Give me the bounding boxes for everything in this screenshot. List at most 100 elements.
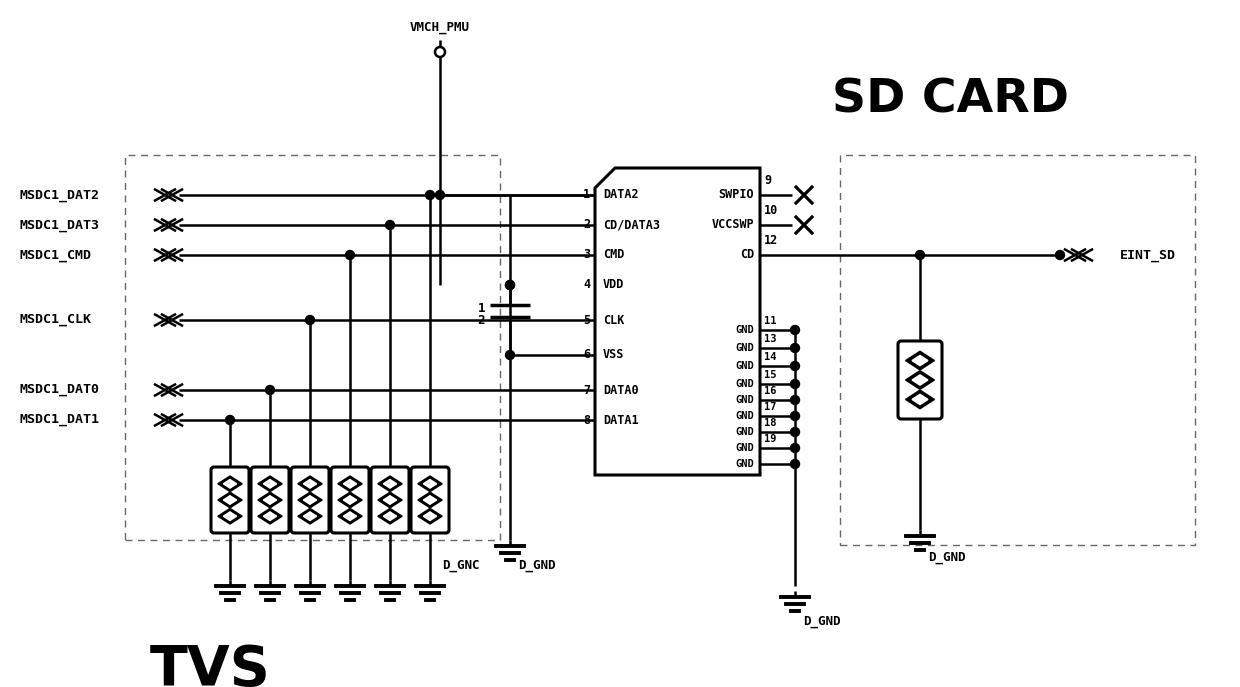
Text: MSDC1_DAT0: MSDC1_DAT0 (20, 383, 100, 396)
Text: MSDC1_DAT2: MSDC1_DAT2 (20, 188, 100, 201)
Circle shape (791, 361, 800, 370)
Polygon shape (423, 496, 436, 504)
Polygon shape (378, 508, 402, 524)
Text: VSS: VSS (603, 348, 625, 361)
Bar (125, 155, 500, 540)
Text: D_GND: D_GND (928, 552, 966, 565)
Polygon shape (423, 512, 436, 521)
Text: GND: GND (735, 395, 754, 405)
Bar (839, 155, 1195, 545)
FancyBboxPatch shape (410, 467, 449, 533)
Polygon shape (383, 496, 397, 504)
Text: 16: 16 (764, 386, 776, 396)
Circle shape (305, 315, 315, 324)
Text: VDD: VDD (603, 278, 625, 291)
Polygon shape (423, 480, 436, 488)
Polygon shape (913, 355, 928, 365)
Text: 4: 4 (583, 278, 590, 291)
Polygon shape (298, 492, 322, 508)
Text: SD CARD: SD CARD (832, 78, 1069, 122)
Circle shape (346, 251, 355, 260)
Polygon shape (298, 476, 322, 492)
Polygon shape (218, 476, 242, 492)
Text: 19: 19 (764, 434, 776, 444)
Circle shape (791, 427, 800, 436)
Polygon shape (418, 492, 443, 508)
Text: EINT_SD: EINT_SD (1120, 249, 1176, 262)
Polygon shape (337, 508, 362, 524)
Text: CD/DATA3: CD/DATA3 (603, 218, 660, 232)
FancyBboxPatch shape (291, 467, 329, 533)
Polygon shape (223, 496, 237, 504)
Text: 9: 9 (764, 174, 771, 188)
Text: 17: 17 (764, 402, 776, 412)
Polygon shape (218, 492, 242, 508)
Text: CD: CD (740, 249, 754, 262)
Text: GND: GND (735, 459, 754, 469)
Polygon shape (383, 480, 397, 488)
Text: 10: 10 (764, 205, 779, 218)
Text: GND: GND (735, 361, 754, 371)
Circle shape (791, 444, 800, 453)
Polygon shape (418, 508, 443, 524)
Circle shape (506, 280, 515, 289)
Text: DATA2: DATA2 (603, 188, 639, 201)
Text: 7: 7 (583, 383, 590, 396)
Polygon shape (258, 492, 283, 508)
Text: 8: 8 (583, 414, 590, 427)
Polygon shape (223, 480, 237, 488)
Text: GND: GND (735, 343, 754, 353)
Text: MSDC1_DAT3: MSDC1_DAT3 (20, 218, 100, 232)
Text: CMD: CMD (603, 249, 625, 262)
Text: 6: 6 (583, 348, 590, 361)
Text: MSDC1_CMD: MSDC1_CMD (20, 249, 92, 262)
Polygon shape (304, 496, 316, 504)
Circle shape (1055, 251, 1064, 260)
Polygon shape (304, 480, 316, 488)
Polygon shape (223, 512, 237, 521)
Text: GND: GND (735, 379, 754, 389)
Polygon shape (383, 512, 397, 521)
Text: VMCH_PMU: VMCH_PMU (410, 21, 470, 34)
Polygon shape (418, 476, 443, 492)
Circle shape (791, 396, 800, 405)
Text: 2: 2 (583, 218, 590, 232)
Circle shape (506, 280, 515, 289)
Polygon shape (343, 512, 357, 521)
FancyBboxPatch shape (898, 341, 942, 419)
Polygon shape (913, 375, 928, 385)
Text: 13: 13 (764, 334, 776, 344)
Text: 14: 14 (764, 352, 776, 362)
Text: MSDC1_CLK: MSDC1_CLK (20, 313, 92, 326)
Text: D_GNC: D_GNC (443, 559, 480, 572)
Circle shape (435, 190, 444, 199)
Polygon shape (905, 371, 935, 390)
Circle shape (425, 190, 434, 199)
Text: D_GND: D_GND (518, 559, 556, 572)
Circle shape (265, 385, 274, 394)
Text: GND: GND (735, 411, 754, 421)
Text: GND: GND (735, 427, 754, 437)
Text: 5: 5 (583, 313, 590, 326)
Polygon shape (343, 496, 357, 504)
Text: 11: 11 (764, 316, 776, 326)
Polygon shape (298, 508, 322, 524)
Circle shape (791, 412, 800, 420)
FancyBboxPatch shape (331, 467, 370, 533)
Polygon shape (337, 492, 362, 508)
Polygon shape (263, 496, 277, 504)
Polygon shape (304, 512, 316, 521)
Circle shape (226, 416, 234, 425)
Text: 1: 1 (583, 188, 590, 201)
Polygon shape (905, 390, 935, 409)
Circle shape (915, 251, 925, 260)
Polygon shape (258, 508, 283, 524)
Circle shape (791, 326, 800, 335)
Polygon shape (905, 351, 935, 370)
Circle shape (791, 460, 800, 469)
Polygon shape (343, 480, 357, 488)
Polygon shape (218, 508, 242, 524)
Polygon shape (378, 476, 402, 492)
Polygon shape (378, 492, 402, 508)
Text: 3: 3 (583, 249, 590, 262)
